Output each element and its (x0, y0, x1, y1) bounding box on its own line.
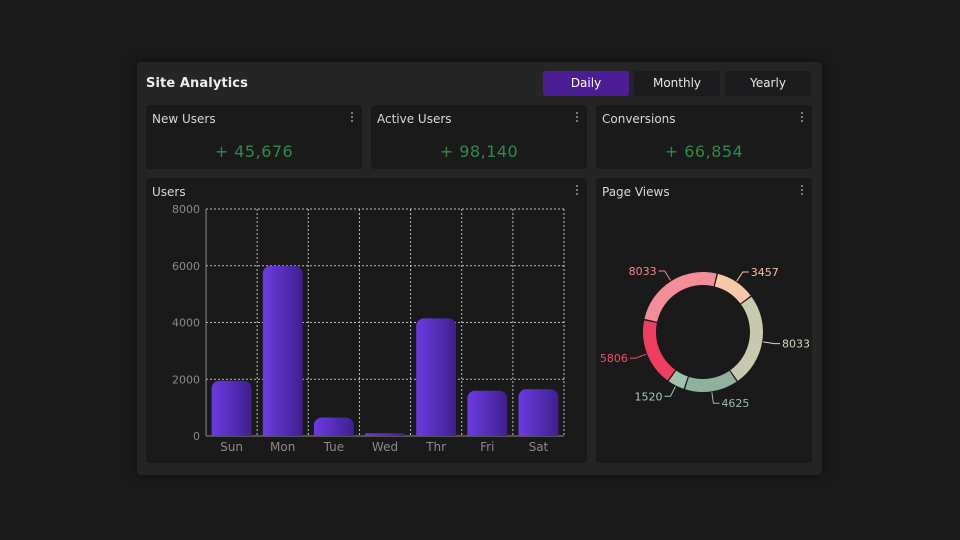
kebab-menu-icon[interactable] (798, 184, 806, 198)
donut-slice[interactable] (643, 320, 676, 381)
card-title: Users (152, 185, 186, 199)
donut-value-label: 3457 (751, 266, 779, 279)
tab-yearly[interactable]: Yearly (725, 71, 811, 96)
y-tick-label: 2000 (172, 373, 200, 386)
x-tick-label: Sun (220, 440, 243, 454)
page-views-card: Page Views 8033 4625 1520 5806 8033 3457 (596, 178, 812, 463)
x-tick-label: Thr (425, 440, 446, 454)
donut-slice[interactable] (668, 370, 688, 389)
donut-leader-line (658, 270, 671, 281)
bar-sat[interactable] (518, 389, 558, 444)
page-views-donut-chart: 8033 4625 1520 5806 8033 3457 (600, 265, 810, 410)
donut-leader-line (763, 341, 781, 345)
x-tick-label: Tue (323, 440, 345, 454)
x-tick-label: Wed (372, 440, 398, 454)
donut-slice[interactable] (644, 272, 717, 322)
stat-value: + 45,676 (214, 142, 294, 161)
kebab-menu-icon[interactable] (798, 111, 806, 125)
donut-value-label: 1520 (635, 390, 663, 403)
tab-monthly[interactable]: Monthly (634, 71, 720, 96)
bar-sun[interactable] (212, 381, 252, 444)
page-title: Site Analytics (146, 76, 248, 91)
analytics-panel: Site Analytics Daily Monthly Yearly New … (137, 62, 822, 475)
stat-value: + 66,854 (664, 142, 744, 161)
stat-value: + 98,140 (439, 142, 519, 161)
donut-slice[interactable] (714, 273, 751, 304)
x-tick-label: Mon (270, 440, 295, 454)
x-tick-label: Fri (480, 440, 494, 454)
card-title: Active Users (377, 112, 452, 126)
users-chart-card: Users 0 2000 4000 6000 8000 Sun Mon Tue Wed Thr Fr… (146, 178, 587, 463)
donut-leader-line (711, 392, 720, 404)
y-tick-label: 8000 (172, 203, 200, 216)
active-users-card: Active Users + 98,140 (371, 105, 587, 169)
donut-leader-line (736, 271, 749, 282)
conversions-card: Conversions + 66,854 (596, 105, 812, 169)
donut-leader-line (629, 353, 647, 359)
y-tick-label: 4000 (172, 317, 200, 330)
bar-fri[interactable] (467, 391, 507, 444)
x-tick-label: Sat (529, 440, 549, 454)
bar-thr[interactable] (416, 318, 456, 444)
donut-value-label: 5806 (600, 352, 628, 365)
donut-value-label: 4625 (721, 397, 749, 410)
kebab-menu-icon[interactable] (573, 184, 581, 198)
donut-value-label: 8033 (782, 338, 810, 351)
y-tick-label: 6000 (172, 260, 200, 273)
new-users-card: New Users + 45,676 (146, 105, 362, 169)
donut-slice[interactable] (685, 370, 737, 392)
kebab-menu-icon[interactable] (348, 111, 356, 125)
card-title: Conversions (602, 112, 676, 126)
users-bar-chart: 0 2000 4000 6000 8000 Sun Mon Tue Wed Thr Fri Sat (172, 203, 565, 454)
donut-slice[interactable] (730, 296, 763, 381)
donut-leader-line (664, 386, 676, 397)
card-title: New Users (152, 112, 216, 126)
bar-wed[interactable] (365, 433, 405, 437)
tab-daily[interactable]: Daily (543, 71, 629, 96)
y-tick-label: 0 (193, 430, 200, 443)
bar-mon[interactable] (263, 266, 303, 444)
donut-value-label: 8033 (629, 265, 657, 278)
card-title: Page Views (602, 185, 670, 199)
kebab-menu-icon[interactable] (573, 111, 581, 125)
